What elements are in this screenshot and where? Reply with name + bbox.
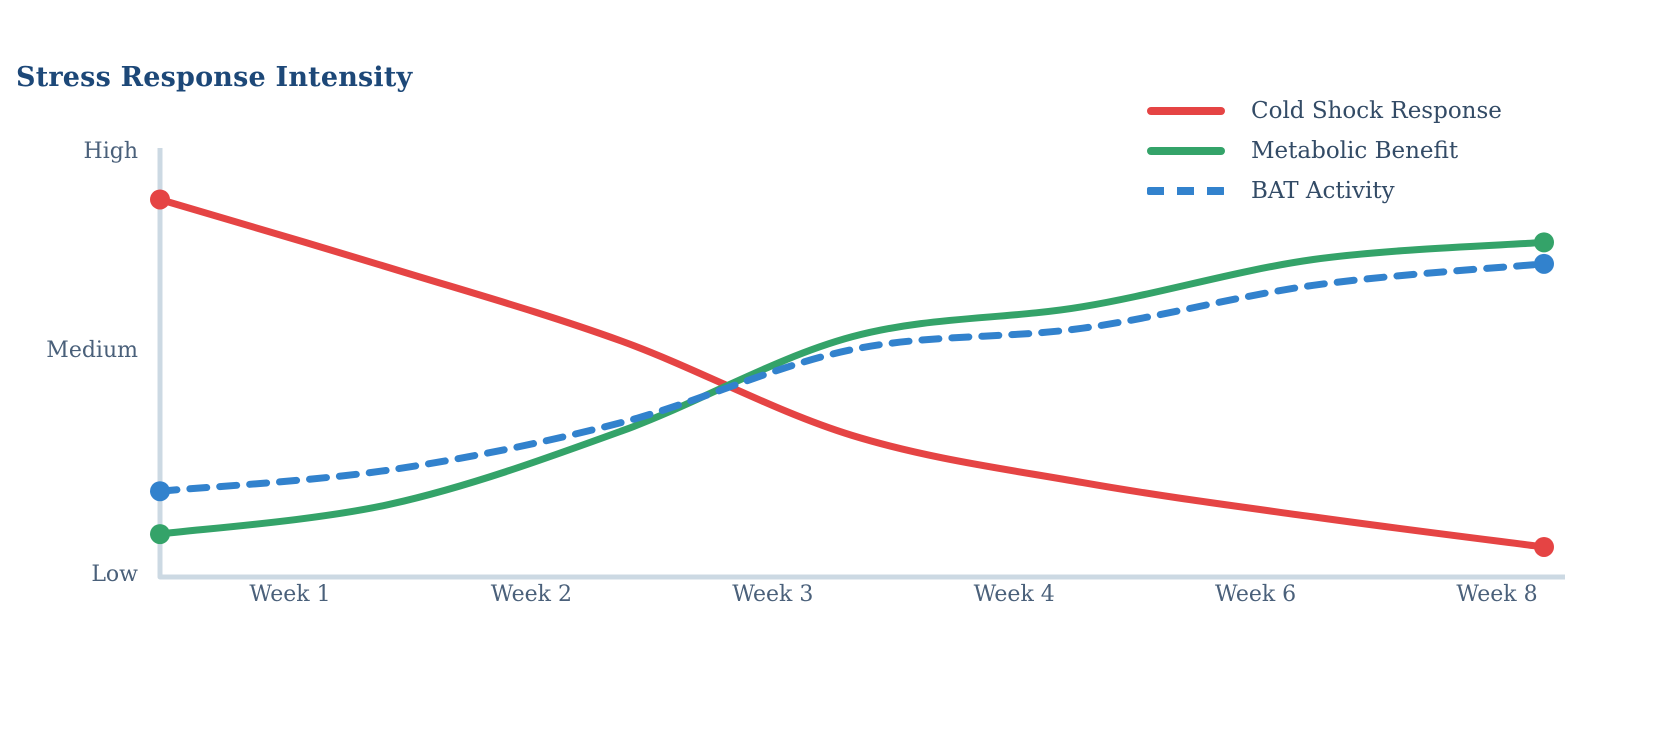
series-line-metabolic-benefit: [156, 238, 1548, 538]
x-tick-label-week-3: Week 3: [732, 582, 813, 607]
legend-item-metabolic-benefit: Metabolic Benefit: [1147, 137, 1502, 165]
x-tick-label-week-6: Week 6: [1215, 582, 1296, 607]
series-line-bat-activity: [156, 260, 1548, 495]
legend-swatch-blue-dashed-line-icon: [1147, 187, 1225, 195]
x-tick-label-week-2: Week 2: [491, 582, 572, 607]
series-endpoint-marker-bat-activity: [1534, 253, 1554, 274]
legend-label: Metabolic Benefit: [1251, 138, 1459, 164]
legend-swatch-green-line-icon: [1147, 147, 1225, 155]
series-line-cold-shock-response: [156, 195, 1548, 551]
chart-title: Stress Response Intensity: [16, 62, 413, 93]
series-endpoint-marker-cold-shock-response: [1534, 536, 1554, 557]
legend-label: Cold Shock Response: [1251, 98, 1502, 124]
y-tick-label-low: Low: [91, 562, 138, 587]
series-endpoint-marker-metabolic-benefit: [150, 524, 170, 545]
y-tick-label-high: High: [84, 139, 138, 164]
series-endpoint-marker-bat-activity: [150, 481, 170, 502]
legend-label: BAT Activity: [1251, 178, 1395, 204]
axis-lines: [157, 148, 1565, 580]
legend-item-bat-activity: BAT Activity: [1147, 177, 1502, 205]
x-tick-label-week-8: Week 8: [1456, 582, 1537, 607]
series-endpoint-marker-cold-shock-response: [150, 189, 170, 210]
x-tick-label-week-1: Week 1: [249, 582, 330, 607]
legend-item-cold-shock-response: Cold Shock Response: [1147, 97, 1502, 125]
y-tick-label-medium: Medium: [46, 338, 138, 363]
series-endpoint-marker-metabolic-benefit: [1534, 232, 1554, 253]
x-tick-label-week-4: Week 4: [974, 582, 1055, 607]
chart-legend: Cold Shock Response Metabolic Benefit BA…: [1147, 97, 1502, 205]
legend-swatch-red-line-icon: [1147, 107, 1225, 115]
